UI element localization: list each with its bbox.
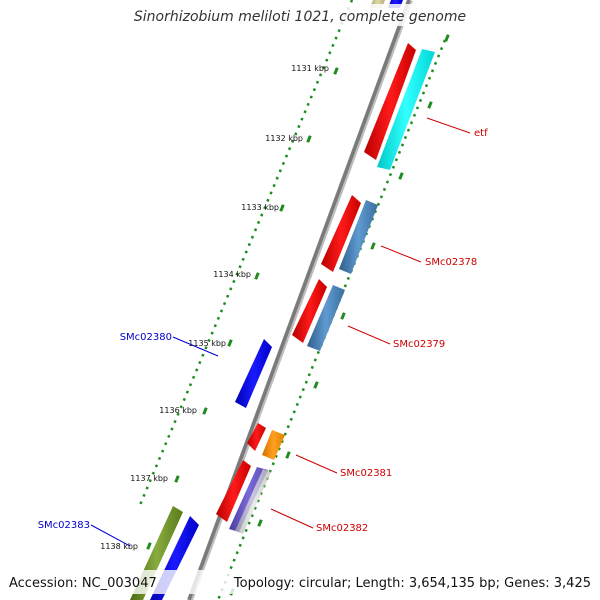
gene-smc02381-partner [262, 430, 285, 460]
inner-major-tick [202, 407, 208, 415]
leader-smc02380 [172, 336, 219, 357]
gene-smc02381[interactable] [247, 423, 285, 460]
tick-label: 1138 kbp [100, 542, 138, 551]
leader-etf [426, 117, 471, 134]
topology-text: Topology: circular; Length: 3,654,135 bp… [233, 576, 591, 591]
leader-smc02383 [90, 524, 131, 547]
outer-major-tick [370, 242, 376, 250]
outer-major-tick [257, 519, 263, 527]
gene-etf-arrow [364, 43, 416, 160]
gene-smc02378-arrow [321, 195, 361, 272]
gene-smc02378[interactable] [321, 195, 378, 274]
gene-smc02378-partner [339, 200, 378, 274]
label-smc02381[interactable]: SMc02381 [340, 468, 392, 479]
ruler-inner-dotted-line [138, 0, 354, 506]
inner-major-tick [306, 135, 312, 143]
label-smc02383[interactable]: SMc02383 [38, 520, 90, 531]
tick-label: 1133 kbp [241, 203, 279, 212]
label-smc02382[interactable]: SMc02382 [316, 523, 368, 534]
tick-labels: 1131 kbp 1132 kbp 1133 kbp 1134 kbp 1135 kbp… [100, 64, 329, 551]
outer-major-tick [340, 312, 346, 320]
inner-major-tick [254, 272, 260, 280]
gene-smc02379-partner [307, 285, 345, 351]
tick-label: 1135 kbp [188, 339, 226, 348]
gene-smc02379[interactable] [292, 279, 345, 351]
gene-smc02382[interactable] [216, 460, 271, 534]
tick-label: 1132 kbp [265, 134, 303, 143]
inner-major-tick [227, 339, 233, 347]
gene-smc02382-partner-shadow [235, 469, 271, 534]
outer-major-tick [313, 381, 319, 389]
title-backdrop [132, 4, 468, 26]
leader-smc02378 [380, 245, 422, 263]
outer-major-tick [398, 172, 404, 180]
tick-marks [146, 34, 450, 596]
tick-label: 1137 kbp [130, 474, 168, 483]
inner-major-tick [279, 204, 285, 212]
gene-etf[interactable] [364, 43, 435, 170]
label-smc02378[interactable]: SMc02378 [425, 257, 477, 268]
label-smc02380[interactable]: SMc02380 [120, 332, 172, 343]
outer-major-tick [285, 451, 291, 459]
leader-smc02379 [347, 325, 391, 345]
gene-smc02379-arrow [292, 279, 327, 343]
inner-major-tick [333, 67, 339, 75]
footer-backdrop [0, 570, 600, 594]
tick-label: 1134 kbp [213, 270, 251, 279]
gene-etf-partner [377, 49, 435, 170]
gene-smc02382-arrow [216, 460, 251, 522]
label-etf[interactable]: etf [474, 128, 488, 139]
tick-label: 1136 kbp [159, 406, 197, 415]
gene-smc02381-arrow [247, 423, 266, 451]
outer-major-tick [444, 34, 450, 42]
inner-major-tick [174, 475, 180, 483]
map-title: Sinorhizobium meliloti 1021, complete ge… [134, 9, 466, 25]
inner-major-tick [146, 542, 152, 550]
tick-label: 1131 kbp [291, 64, 329, 73]
leader-smc02382 [270, 508, 314, 529]
gene-smc02380[interactable] [235, 339, 272, 408]
label-smc02379[interactable]: SMc02379 [393, 339, 445, 350]
accession-text: Accession: NC_003047 [9, 576, 157, 591]
leader-smc02381 [295, 454, 338, 474]
outer-major-tick [427, 101, 433, 109]
